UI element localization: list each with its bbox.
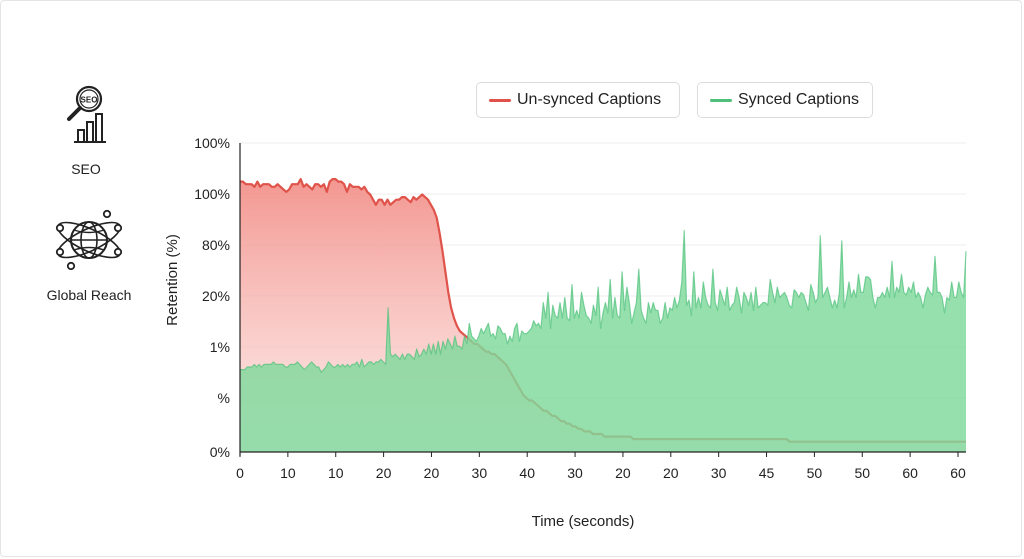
series-line-1	[240, 230, 967, 373]
x-tick-label-0: 0	[236, 465, 244, 481]
x-tick-label-7: 30	[567, 465, 583, 481]
x-axis-title: Time (seconds)	[532, 513, 635, 530]
legend-item-synced[interactable]: Synced Captions	[697, 82, 873, 118]
y-tick-label-0: 100%	[194, 135, 230, 151]
y-tick-label-6: 0%	[210, 444, 230, 460]
x-tick-label-4: 20	[424, 465, 440, 481]
seo-magnifier-bar-chart-icon: SEO	[67, 85, 106, 143]
global-reach-label: Global Reach	[46, 287, 132, 303]
legend-swatch-unsynced	[489, 98, 511, 102]
y-tick-label-1: 100%	[194, 186, 230, 202]
globe-network-icon	[55, 209, 123, 271]
x-tick-label-12: 50	[807, 465, 823, 481]
legend-item-unsynced[interactable]: Un-synced Captions	[476, 82, 680, 118]
y-tick-label-5: %	[218, 390, 230, 406]
tick-labels: 100% 100% 80% 20% 1%% 0% 0 10 10 20 20 30 40 30 20 20 30…	[194, 135, 966, 481]
x-tick-label-2: 10	[328, 465, 344, 481]
x-tick-label-1: 10	[280, 465, 296, 481]
y-tick-label-2: 80%	[202, 237, 230, 253]
global-reach-feature: Global Reach	[36, 208, 142, 303]
x-tick-label-9: 20	[663, 465, 679, 481]
x-tick-label-11: 45	[759, 465, 775, 481]
x-tick-label-15: 60	[950, 465, 966, 481]
y-axis-title: Retention (%)	[164, 234, 181, 326]
legend-swatch-synced	[710, 98, 732, 102]
series-areas	[240, 178, 967, 452]
seo-label: SEO	[71, 161, 101, 177]
x-tick-label-10: 30	[711, 465, 727, 481]
seo-feature: SEO SEO	[56, 84, 116, 177]
axes	[239, 143, 966, 456]
y-tick-label-3: 20%	[202, 288, 230, 304]
x-tick-label-5: 30	[472, 465, 488, 481]
svg-text:SEO: SEO	[81, 96, 98, 105]
x-tick-label-8: 20	[615, 465, 631, 481]
x-tick-label-14: 60	[902, 465, 918, 481]
legend-label-synced: Synced Captions	[738, 91, 859, 108]
x-tick-label-3: 20	[376, 465, 392, 481]
y-tick-label-4: 1%	[210, 339, 230, 355]
x-tick-label-13: 50	[854, 465, 870, 481]
legend-label-unsynced: Un-synced Captions	[517, 91, 662, 108]
x-tick-label-6: 40	[519, 465, 535, 481]
series-area-1	[240, 230, 966, 452]
